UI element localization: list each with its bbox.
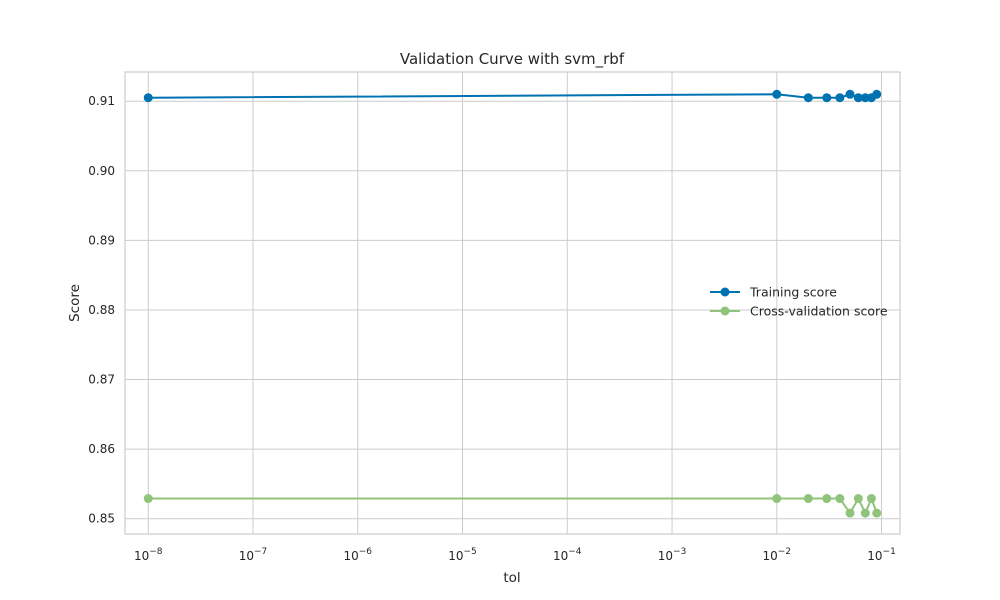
legend-label: Cross-validation score xyxy=(750,304,888,319)
data-point xyxy=(803,93,813,103)
x-tick-label: 10−8 xyxy=(134,547,163,563)
y-tick-label: 0.91 xyxy=(88,94,115,108)
x-tick-label: 10−1 xyxy=(867,547,896,563)
data-point xyxy=(835,494,845,504)
series-group xyxy=(143,89,882,518)
y-tick-labels: 0.85 0.86 0.87 0.88 0.89 0.90 0.91 xyxy=(88,94,115,525)
x-tick-label: 10−6 xyxy=(343,547,372,563)
legend-label: Training score xyxy=(749,285,837,300)
y-axis-label: Score xyxy=(67,284,83,322)
y-tick-label: 0.87 xyxy=(88,373,115,387)
legend-marker xyxy=(720,287,730,297)
plot-area xyxy=(125,72,900,534)
data-point xyxy=(143,93,153,103)
chart-title: Validation Curve with svm_rbf xyxy=(400,50,625,69)
y-tick-label: 0.90 xyxy=(88,164,115,178)
plot-frame xyxy=(124,71,901,535)
x-tick-label: 10−7 xyxy=(239,547,268,563)
y-tick-label: 0.89 xyxy=(88,233,115,247)
series-cross-validation xyxy=(143,494,882,518)
data-point xyxy=(853,494,863,504)
data-point xyxy=(803,494,813,504)
y-tick-label: 0.88 xyxy=(88,303,115,317)
legend-marker xyxy=(720,306,730,316)
legend: Training score Cross-validation score xyxy=(710,285,888,319)
data-point xyxy=(772,89,782,99)
data-point xyxy=(822,494,832,504)
data-point xyxy=(853,93,863,103)
y-tick-label: 0.85 xyxy=(88,512,115,526)
y-tick-label: 0.86 xyxy=(88,442,115,456)
data-point xyxy=(772,494,782,504)
data-point xyxy=(835,93,845,103)
data-point xyxy=(143,494,153,504)
data-point xyxy=(845,508,855,518)
grid xyxy=(125,72,900,534)
data-point xyxy=(872,508,882,518)
data-point xyxy=(822,93,832,103)
x-tick-label: 10−2 xyxy=(763,547,792,563)
data-point xyxy=(860,508,870,518)
x-tick-labels: 10−8 10−7 10−6 10−5 10−4 10−3 10−2 10−1 xyxy=(134,547,896,563)
data-point xyxy=(845,89,855,99)
series-training xyxy=(143,89,882,103)
x-axis-label: tol xyxy=(503,570,520,586)
data-point xyxy=(866,494,876,504)
x-tick-label: 10−4 xyxy=(553,547,582,563)
series-line xyxy=(148,495,878,516)
data-point xyxy=(872,89,882,99)
x-tick-label: 10−5 xyxy=(448,547,477,563)
x-tick-label: 10−3 xyxy=(658,547,687,563)
